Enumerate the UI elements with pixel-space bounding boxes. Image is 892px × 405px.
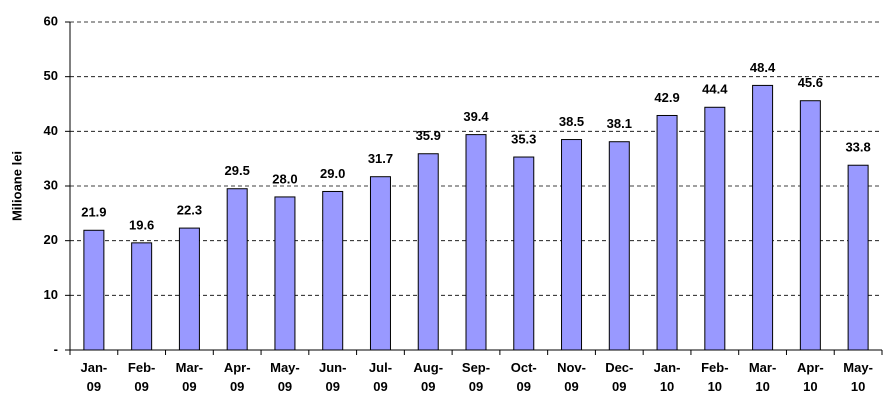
- bar: [608, 141, 630, 351]
- value-label: 31.7: [368, 151, 393, 166]
- value-label: 48.4: [750, 60, 776, 75]
- value-label: 35.9: [416, 128, 441, 143]
- x-tick-label: May- 09: [270, 360, 300, 394]
- value-label: 45.6: [798, 75, 823, 90]
- bar: [178, 227, 200, 351]
- y-tick-label: 20: [44, 232, 58, 247]
- value-label: 35.3: [511, 131, 536, 146]
- bar: [465, 134, 487, 351]
- value-label: 29.0: [320, 166, 345, 181]
- x-tick-label: Dec- 09: [605, 360, 634, 394]
- y-tick-label: 10: [44, 287, 58, 302]
- bar: [226, 188, 248, 351]
- x-tick-label: Sep- 09: [461, 360, 491, 394]
- value-label: 28.0: [272, 171, 297, 186]
- y-tick-label: 30: [44, 177, 58, 192]
- bar: [322, 190, 344, 351]
- value-label: 38.5: [559, 114, 584, 129]
- y-tick-label: 50: [44, 68, 58, 83]
- bar: [752, 84, 774, 351]
- x-tick-label: Oct- 09: [510, 360, 537, 394]
- value-label: 22.3: [177, 203, 202, 218]
- bar: [561, 139, 583, 351]
- x-tick-label: Jan- 09: [80, 360, 108, 394]
- x-tick-label: Mar- 09: [175, 360, 204, 394]
- bar: [799, 100, 821, 351]
- value-label: 21.9: [81, 205, 106, 220]
- x-tick-label: Jan- 10: [653, 360, 681, 394]
- x-tick-label: Apr- 10: [796, 360, 824, 394]
- bar: [847, 164, 869, 351]
- x-tick-label: Jun- 09: [318, 360, 347, 394]
- x-tick-label: May- 10: [843, 360, 873, 394]
- value-label: 19.6: [129, 217, 154, 232]
- value-label: 39.4: [463, 109, 489, 124]
- y-tick-label: -: [54, 341, 58, 356]
- bar: [83, 229, 105, 351]
- x-tick-label: Aug- 09: [413, 360, 444, 394]
- value-label: 42.9: [654, 90, 679, 105]
- bar: [369, 176, 391, 351]
- x-tick-label: Jul- 09: [368, 360, 393, 394]
- y-axis-title: Milioane lei: [9, 151, 24, 221]
- value-label: 44.4: [702, 82, 728, 97]
- bar: [131, 242, 153, 351]
- value-label: 29.5: [225, 163, 250, 178]
- y-tick-label: 40: [44, 123, 58, 138]
- x-tick-label: Apr- 09: [223, 360, 251, 394]
- bar: [704, 106, 726, 351]
- bar: [274, 196, 296, 351]
- x-tick-label: Mar- 10: [748, 360, 777, 394]
- value-label: 33.8: [845, 140, 870, 155]
- bar: [656, 114, 678, 351]
- x-tick-label: Feb- 10: [701, 360, 729, 394]
- x-tick-label: Feb- 09: [127, 360, 156, 394]
- bar: [513, 156, 535, 351]
- value-label: 38.1: [607, 116, 632, 131]
- y-tick-label: 60: [44, 13, 58, 28]
- x-tick-label: Nov- 09: [557, 360, 586, 394]
- bar: [417, 153, 439, 351]
